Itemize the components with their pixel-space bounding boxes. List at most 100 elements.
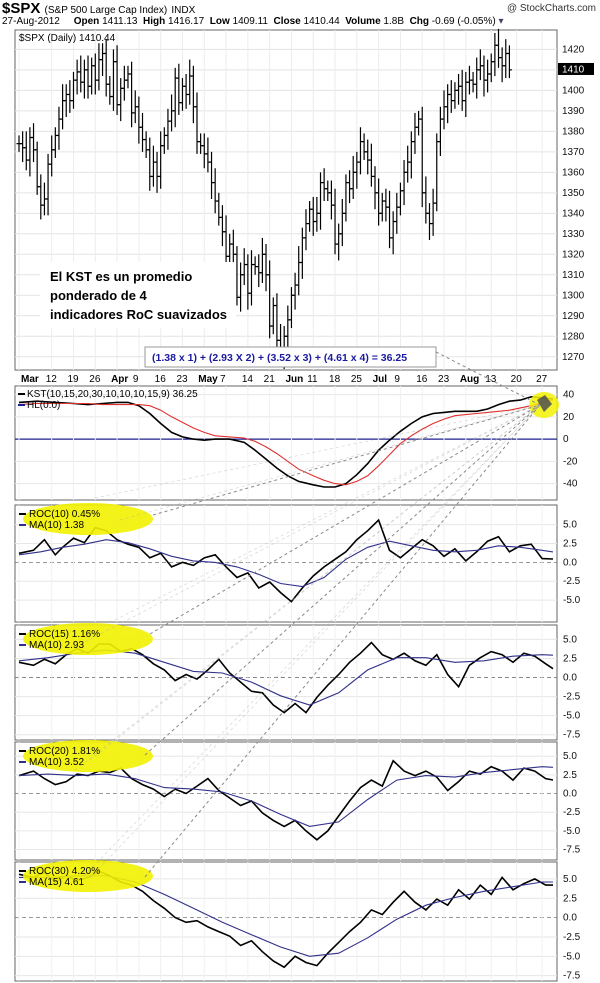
indicator-y-tick-label: -7.5	[563, 971, 581, 982]
roc-legend: ROC(20) 1.81%	[29, 746, 100, 757]
x-tick-label: Apr	[111, 374, 128, 385]
connector-line	[74, 404, 541, 771]
price-legend: $SPX (Daily) 1410.44	[19, 33, 116, 44]
price-y-tick-label: 1340	[562, 208, 585, 219]
ma-legend: MA(10) 3.52	[29, 757, 84, 768]
high-label: High	[143, 16, 166, 27]
indicator-y-tick-label: -5.0	[563, 711, 581, 722]
last-price-marker	[558, 62, 594, 75]
price-y-tick-label: 1360	[562, 167, 585, 178]
price-y-tick-label: 1350	[562, 188, 585, 199]
x-tick-label: 16	[155, 374, 167, 385]
indicator-y-tick-label: -2.5	[563, 932, 581, 943]
x-tick-label: 19	[67, 374, 79, 385]
series-line	[18, 395, 554, 488]
note-line: El KST es un promedio	[50, 269, 192, 284]
price-y-tick-label: 1280	[562, 331, 585, 342]
chg-label: Chg	[409, 16, 430, 27]
chg-dropdown-icon[interactable]: ▾	[498, 16, 504, 27]
x-tick-label: 16	[416, 374, 428, 385]
indicator-y-tick-label: 5.0	[563, 634, 577, 645]
indicator-y-tick-label: 5.0	[563, 874, 577, 885]
symbol: $SPX	[2, 0, 41, 17]
x-tick-label: 9	[394, 374, 400, 385]
chart-title: $SPX (S&P 500 Large Cap Index) INDX	[2, 0, 195, 17]
series-line	[18, 759, 554, 841]
series-line	[18, 766, 554, 827]
connector-line	[94, 404, 541, 499]
x-tick-label: 27	[536, 374, 548, 385]
note-line: indicadores RoC suavizados	[50, 307, 227, 322]
indicator-y-tick-label: -2.5	[563, 692, 581, 703]
roc-legend-highlight	[23, 860, 153, 892]
indicator-y-tick-label: -7.5	[563, 730, 581, 741]
price-y-tick-label: 1270	[562, 352, 585, 363]
x-tick-label: 26	[89, 374, 101, 385]
close-value: 1410.44	[303, 16, 340, 27]
roc-legend-highlight	[23, 740, 153, 772]
overlay: El KST es un promedio ponderado de 4 indic…	[40, 262, 541, 881]
roc-legend-highlight	[23, 503, 153, 535]
x-tick-label: 23	[176, 374, 188, 385]
roc-legend: ROC(30) 4.20%	[29, 866, 100, 877]
symbol-description: (S&P 500 Large Cap Index)	[44, 5, 168, 16]
quote-date: 27-Aug-2012	[2, 16, 60, 27]
price-y-tick-label: 1390	[562, 106, 585, 117]
connector-line	[84, 404, 541, 643]
price-y-tick-label: 1310	[562, 270, 585, 281]
open-label: Open	[73, 16, 100, 27]
x-tick-label: 7	[220, 374, 226, 385]
x-tick-label: 11	[307, 374, 318, 385]
series-line	[18, 539, 554, 588]
ma-legend: MA(10) 1.38	[29, 520, 84, 531]
indicator-y-tick-label: 0.0	[563, 789, 577, 800]
indicator-y-tick-label: -40	[563, 479, 578, 490]
kst-end-marker	[537, 395, 552, 412]
ma-legend: MA(10) 2.93	[29, 640, 84, 651]
indicator-y-tick-label: 2.5	[563, 893, 577, 904]
x-tick-label: 18	[329, 374, 341, 385]
chg-value: -0.69 (-0.05%)	[431, 16, 496, 27]
quote-line: 27-Aug-2012 Open 1411.13 High 1416.17 Lo…	[2, 16, 504, 27]
roc-legend: ROC(15) 1.16%	[29, 629, 100, 640]
x-tick-label: Jun	[285, 374, 303, 385]
indicator-y-tick-label: 0.0	[563, 913, 577, 924]
formula-box	[144, 346, 437, 368]
last-price-label: 1410	[562, 64, 585, 75]
indicator-y-tick-label: -5.0	[563, 951, 581, 962]
volume-value: 1.8B	[383, 16, 404, 27]
volume-label: Volume	[345, 16, 381, 27]
panels: 1270128012901300131013201330134013501360…	[14, 28, 594, 982]
indicator-y-tick-label: 2.5	[563, 538, 577, 549]
connector-line	[119, 404, 541, 521]
x-tick-label: 25	[351, 374, 363, 385]
indicator-y-tick-label: 5.0	[563, 751, 577, 762]
kst-legend: KST(10,15,20,30,10,10,10,15,9) 36.25	[27, 389, 198, 400]
note-box	[40, 262, 236, 328]
indicator-panel-frame	[14, 385, 558, 501]
price-y-tick-label: 1300	[562, 290, 585, 301]
price-y-tick-label: 1370	[562, 147, 585, 158]
price-y-tick-label: 1420	[562, 44, 585, 55]
watermark: @ StockCharts.com	[506, 3, 596, 14]
connector-line	[89, 404, 541, 879]
price-y-tick-label: 1400	[562, 85, 585, 96]
ma-legend: MA(15) 4.61	[29, 877, 84, 888]
high-value: 1416.17	[168, 16, 205, 27]
indicator-y-tick-label: -5.0	[563, 826, 581, 837]
x-tick-label: 20	[511, 374, 523, 385]
x-tick-label: 9	[133, 374, 139, 385]
formula-text: (1.38 x 1) + (2.93 X 2) + (3.52 x 3) + (…	[152, 352, 407, 364]
price-bar	[506, 45, 512, 79]
note-line: ponderado de 4	[50, 288, 148, 303]
indicator-y-tick-label: -2.5	[563, 576, 581, 587]
x-tick-label: Aug	[460, 374, 479, 385]
connector-line	[144, 404, 541, 756]
low-value: 1409.11	[232, 16, 268, 27]
price-y-tick-label: 1320	[562, 249, 585, 260]
price-y-tick-label: 1290	[562, 311, 585, 322]
connector-line	[79, 404, 541, 881]
x-tick-label: May	[198, 374, 218, 385]
x-tick-label: 23	[438, 374, 450, 385]
